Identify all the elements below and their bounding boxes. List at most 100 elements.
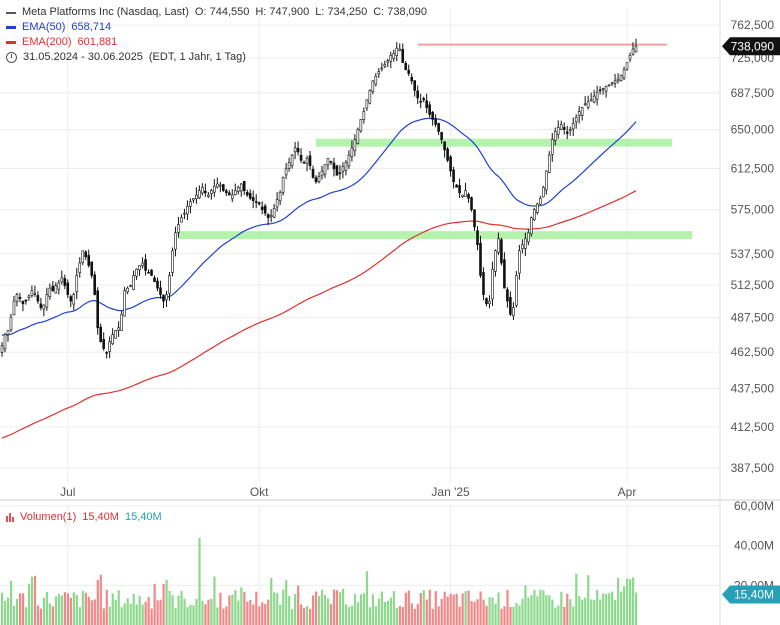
candle-body: [488, 300, 491, 305]
y-tick-label: 462,500: [731, 345, 775, 359]
volume-bar: [560, 591, 563, 625]
candle-body: [54, 285, 58, 294]
candle-body: [132, 275, 135, 290]
candle-body: [227, 192, 231, 196]
candle-body: [434, 118, 437, 125]
volume-bar: [611, 591, 614, 625]
volume-bar: [294, 593, 297, 625]
volume-bar: [3, 600, 7, 625]
candle-body: [619, 75, 623, 82]
volume-bar: [45, 592, 49, 625]
last-volume-badge: [722, 585, 780, 604]
volume-bar: [288, 596, 291, 625]
volume-bar: [500, 608, 503, 625]
candle-body: [380, 67, 384, 70]
volume-bar: [141, 604, 144, 625]
range-row: 31.05.2024 - 30.06.2025 (EDT, 1 Jahr, 1 …: [6, 50, 433, 65]
candle-body: [219, 184, 222, 187]
high-label: H:: [255, 6, 267, 18]
candle-body: [428, 104, 431, 115]
volume-bar: [33, 575, 37, 625]
candle-body: [533, 209, 536, 220]
instrument-title: Meta Platforms Inc (Nasdaq, Last): [22, 6, 189, 18]
candle-body: [464, 190, 467, 197]
volume-bar: [12, 605, 16, 625]
candle-body: [33, 293, 37, 295]
volume-bar: [249, 600, 252, 625]
candle-body: [473, 209, 476, 228]
candle-body: [147, 271, 150, 274]
volume-bar: [210, 598, 213, 625]
candle-body: [293, 147, 297, 153]
candle-body: [491, 268, 494, 300]
ema50-swatch: [6, 26, 16, 29]
volume-bar: [635, 592, 638, 625]
volume-bar: [123, 603, 126, 625]
volume-bar: [347, 607, 351, 625]
candle-body: [338, 172, 342, 174]
volume-bar: [518, 605, 521, 625]
volume-bar: [593, 599, 596, 625]
candle-body: [518, 250, 521, 274]
y-tick-label: 437,500: [731, 381, 775, 395]
candle-body: [413, 80, 416, 91]
volume-bar: [608, 593, 611, 625]
candle-body: [45, 294, 49, 308]
candle-body: [141, 262, 144, 267]
candle-body: [69, 296, 73, 302]
volume-bar: [72, 592, 75, 625]
candle-body: [497, 238, 500, 253]
candle-body: [168, 275, 171, 294]
menu-icon[interactable]: [6, 11, 16, 14]
candle-body: [305, 157, 309, 164]
candle-body: [613, 80, 617, 84]
volume-bar: [225, 606, 228, 625]
ema50-row[interactable]: EMA(50) 658,714: [6, 20, 433, 35]
date-range: 31.05.2024 - 30.06.2025: [23, 51, 143, 63]
candle-body: [177, 224, 180, 233]
candle-body: [263, 205, 267, 214]
volume-bar: [138, 595, 141, 625]
volume-bar: [90, 600, 93, 625]
volume-bar: [524, 585, 527, 625]
candle-body: [75, 275, 79, 293]
x-tick-label: Jul: [60, 485, 75, 499]
volume-bar: [437, 606, 440, 625]
candle-body: [407, 69, 411, 74]
candle-body: [571, 123, 575, 130]
volume-bar: [78, 607, 81, 625]
candle-body: [138, 265, 141, 271]
candle-body: [230, 194, 234, 199]
candle-body: [242, 180, 246, 191]
volume-bar: [512, 606, 515, 625]
volume-bar: [446, 596, 449, 625]
volume-bar: [554, 607, 557, 625]
candle-body: [574, 117, 578, 123]
ema200-swatch: [6, 41, 16, 44]
volume-bar: [380, 591, 384, 625]
volume-bar: [171, 595, 174, 625]
candle-body: [302, 162, 306, 164]
volume-bar: [111, 593, 114, 625]
candle-body: [541, 187, 545, 198]
candle-body: [458, 185, 461, 194]
volume-bar: [605, 593, 608, 625]
candle-body: [222, 184, 225, 191]
candle-body: [162, 294, 165, 302]
candle-body: [553, 131, 557, 141]
volume-bar: [255, 591, 258, 625]
candle-body: [15, 294, 19, 302]
candle-body: [3, 334, 7, 350]
candle-body: [159, 287, 162, 295]
ema200-row[interactable]: EMA(200) 601,881: [6, 35, 433, 50]
candle-body: [452, 169, 455, 183]
y-tick-label: 650,000: [731, 122, 775, 136]
candle-body: [272, 208, 276, 218]
volume-bar: [234, 590, 237, 625]
volume-bar: [63, 592, 67, 625]
candle-body: [577, 111, 581, 117]
candle-body: [254, 201, 258, 203]
candle-body: [509, 297, 512, 315]
volume-bar: [563, 606, 566, 625]
